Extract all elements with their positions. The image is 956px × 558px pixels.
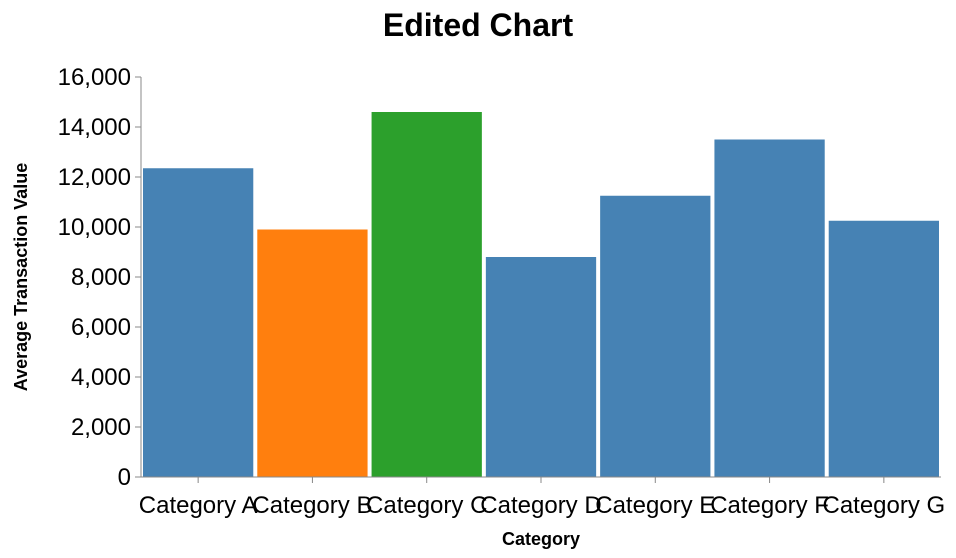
y-tick-label: 0 xyxy=(118,464,131,491)
x-tick-label: Category G xyxy=(822,492,945,519)
x-tick-label: Category C xyxy=(366,492,487,519)
y-tick-label: 2,000 xyxy=(71,414,131,441)
x-tick-label: Category D xyxy=(480,492,601,519)
y-tick-label: 14,000 xyxy=(58,114,131,141)
y-tick-label: 10,000 xyxy=(58,214,131,241)
bars-group xyxy=(143,112,939,477)
bar-category-f xyxy=(714,139,825,477)
bar-category-d xyxy=(485,257,597,477)
bar-category-g xyxy=(828,220,939,477)
x-tick-label: Category B xyxy=(252,492,372,519)
chart-title: Edited Chart xyxy=(383,7,574,43)
x-tick-label: Category F xyxy=(710,492,829,519)
y-tick-label: 16,000 xyxy=(58,64,131,91)
bar-category-a xyxy=(143,168,254,477)
bar-category-c xyxy=(371,112,482,477)
bar-category-b xyxy=(257,229,368,477)
y-tick-label: 6,000 xyxy=(71,314,131,341)
y-tick-label: 8,000 xyxy=(71,264,131,291)
y-axis-title: Average Transaction Value xyxy=(11,163,31,391)
x-tick-label: Category A xyxy=(139,492,258,519)
x-axis-title: Category xyxy=(502,529,580,549)
y-axis: 0 2,000 4,000 6,000 8,000 10,000 12,000 14,000 1… xyxy=(58,64,142,491)
x-tick-label: Category E xyxy=(595,492,715,519)
bar-category-e xyxy=(600,195,711,477)
y-tick-label: 4,000 xyxy=(71,364,131,391)
y-tick-label: 12,000 xyxy=(58,164,131,191)
